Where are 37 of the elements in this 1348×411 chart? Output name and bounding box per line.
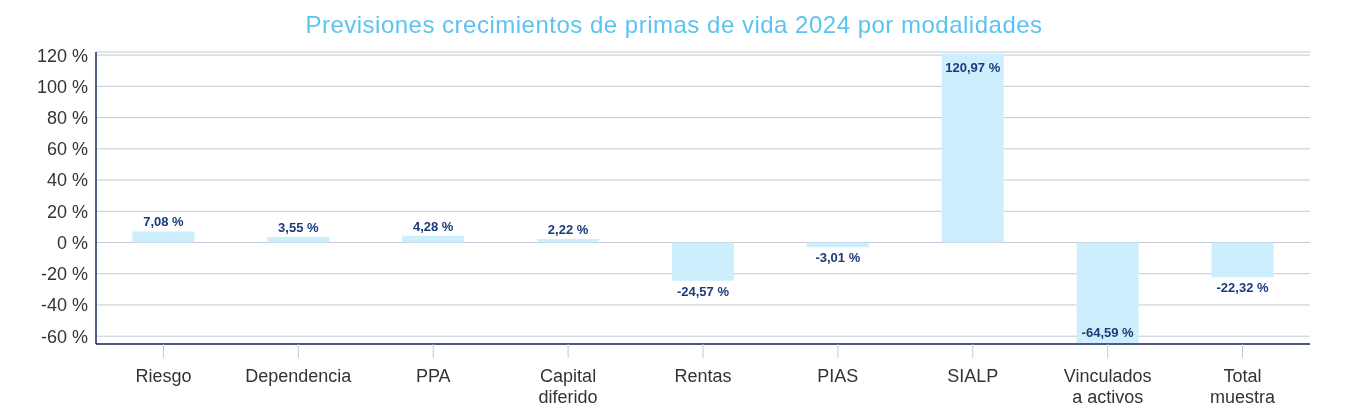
y-tick-label: 120 % [36, 45, 88, 66]
x-tick-label: PPA [415, 366, 451, 386]
x-tick-label: Total muestra [1210, 366, 1277, 407]
y-tick-label: -60 % [40, 326, 88, 347]
bar [671, 242, 734, 281]
data-label: 4,28 % [412, 218, 454, 234]
y-tick-label: 80 % [46, 107, 88, 128]
y-tick-label: 0 % [56, 232, 88, 253]
x-tick-label: Capital diferido [538, 366, 598, 407]
bar [402, 235, 465, 243]
x-tick-label: Dependencia [245, 366, 353, 386]
bar [537, 239, 600, 243]
chart-title: Previsiones crecimientos de primas de vida 2024 por modalidades [304, 10, 1044, 40]
y-tick-label: 40 % [46, 170, 88, 191]
data-label: -24,57 % [676, 283, 730, 299]
bar [941, 53, 1004, 243]
x-tick-label: Riesgo [135, 366, 192, 386]
x-tick-label: Rentas [674, 366, 732, 386]
data-label: -3,01 % [815, 250, 861, 266]
y-tick-label: -20 % [40, 264, 88, 285]
y-tick-label: 100 % [36, 76, 88, 97]
data-label: -22,32 % [1216, 280, 1269, 296]
data-label: 120,97 % [945, 59, 1001, 75]
data-label: 3,55 % [278, 219, 319, 235]
data-label: -64,59 % [1081, 325, 1135, 341]
data-label: 7,08 % [143, 214, 185, 230]
y-tick-label: 20 % [46, 201, 88, 222]
bar [1211, 242, 1274, 278]
bar [132, 231, 195, 243]
y-tick-label: -40 % [40, 295, 88, 316]
x-tick-label: Vinculados a activos [1063, 366, 1152, 407]
x-tick-label: SIALP [947, 366, 999, 386]
x-tick-label: PIAS [817, 366, 859, 386]
data-label: 2,22 % [547, 222, 589, 238]
y-tick-label: 60 % [46, 139, 88, 160]
bar [1076, 242, 1139, 344]
bar [267, 236, 330, 243]
